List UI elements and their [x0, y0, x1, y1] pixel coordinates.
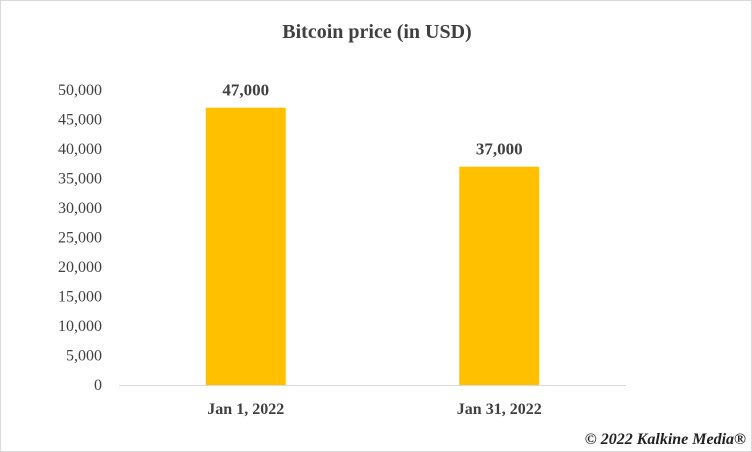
x-category-label: Jan 31, 2022 — [457, 401, 542, 418]
y-tick-label: 10,000 — [58, 318, 102, 335]
data-labels: 47,000 37,000 — [222, 81, 522, 159]
y-tick-label: 30,000 — [58, 200, 102, 217]
x-axis-categories: Jan 1, 2022 Jan 31, 2022 — [207, 401, 541, 418]
y-tick-label: 40,000 — [58, 141, 102, 158]
bar-value-label: 37,000 — [476, 140, 523, 159]
y-tick-label: 20,000 — [58, 259, 102, 276]
y-tick-label: 15,000 — [58, 289, 102, 306]
y-tick-label: 5,000 — [66, 348, 102, 365]
watermark: © 2022 Kalkine Media® — [585, 431, 746, 448]
y-tick-label: 50,000 — [58, 82, 102, 99]
y-tick-label: 0 — [94, 377, 102, 394]
x-category-label: Jan 1, 2022 — [207, 401, 284, 418]
y-axis-ticks: 0 5,000 10,000 15,000 20,000 25,000 30,000 35,0… — [58, 82, 102, 394]
bar — [205, 107, 286, 385]
bar — [459, 166, 540, 385]
y-tick-label: 25,000 — [58, 230, 102, 247]
chart-title: Bitcoin price (in USD) — [282, 21, 471, 43]
y-tick-label: 35,000 — [58, 171, 102, 188]
bar-value-label: 47,000 — [222, 81, 269, 100]
y-tick-label: 45,000 — [58, 112, 102, 129]
bars — [205, 107, 540, 385]
